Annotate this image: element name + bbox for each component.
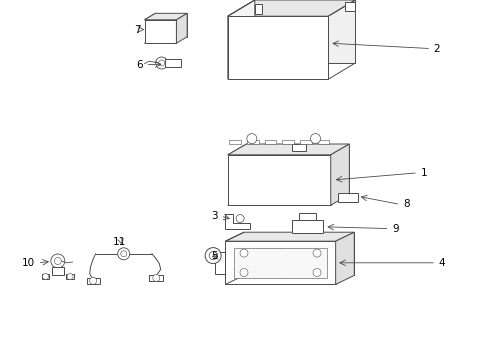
Polygon shape xyxy=(228,144,349,155)
Polygon shape xyxy=(87,278,100,284)
Polygon shape xyxy=(300,140,312,144)
Polygon shape xyxy=(228,16,328,79)
Polygon shape xyxy=(176,13,187,43)
Polygon shape xyxy=(229,140,241,144)
Circle shape xyxy=(43,274,49,279)
Polygon shape xyxy=(228,0,255,79)
Text: 11: 11 xyxy=(112,237,126,247)
Circle shape xyxy=(118,248,130,260)
Polygon shape xyxy=(228,155,331,205)
Polygon shape xyxy=(292,144,306,151)
Circle shape xyxy=(156,57,168,69)
Circle shape xyxy=(54,257,61,265)
Polygon shape xyxy=(299,213,316,220)
Text: 7: 7 xyxy=(134,24,141,35)
Polygon shape xyxy=(345,2,355,11)
Polygon shape xyxy=(165,59,181,67)
Circle shape xyxy=(159,60,165,66)
Polygon shape xyxy=(318,140,329,144)
Text: 3: 3 xyxy=(211,211,218,221)
Circle shape xyxy=(67,274,73,279)
Circle shape xyxy=(209,252,217,260)
Polygon shape xyxy=(228,0,355,16)
Polygon shape xyxy=(292,220,323,233)
Polygon shape xyxy=(255,0,355,63)
Polygon shape xyxy=(336,232,354,284)
Polygon shape xyxy=(66,274,74,279)
Polygon shape xyxy=(145,13,187,20)
Polygon shape xyxy=(247,140,259,144)
Text: 6: 6 xyxy=(136,60,143,70)
Polygon shape xyxy=(282,140,294,144)
Polygon shape xyxy=(42,274,49,279)
Circle shape xyxy=(205,248,221,264)
Text: 5: 5 xyxy=(211,251,218,261)
Polygon shape xyxy=(265,140,276,144)
Circle shape xyxy=(121,251,127,257)
Polygon shape xyxy=(255,4,262,14)
Text: 2: 2 xyxy=(434,44,441,54)
Circle shape xyxy=(240,269,248,276)
Circle shape xyxy=(313,269,321,276)
Circle shape xyxy=(311,134,320,144)
Circle shape xyxy=(51,254,65,268)
Text: 1: 1 xyxy=(420,168,427,178)
Circle shape xyxy=(247,134,257,144)
Polygon shape xyxy=(225,241,336,284)
Polygon shape xyxy=(225,214,250,229)
Polygon shape xyxy=(225,232,354,241)
Circle shape xyxy=(153,274,160,282)
Polygon shape xyxy=(338,193,358,202)
Circle shape xyxy=(90,277,97,284)
Polygon shape xyxy=(234,248,327,278)
Circle shape xyxy=(313,249,321,257)
Polygon shape xyxy=(149,275,163,281)
Polygon shape xyxy=(331,144,349,205)
Text: 8: 8 xyxy=(403,199,410,210)
Polygon shape xyxy=(52,267,64,275)
Text: 10: 10 xyxy=(22,258,35,268)
Polygon shape xyxy=(145,20,176,43)
Polygon shape xyxy=(215,252,225,274)
Circle shape xyxy=(240,249,248,257)
Text: 4: 4 xyxy=(439,258,445,268)
Circle shape xyxy=(236,215,244,222)
Text: 9: 9 xyxy=(392,224,399,234)
